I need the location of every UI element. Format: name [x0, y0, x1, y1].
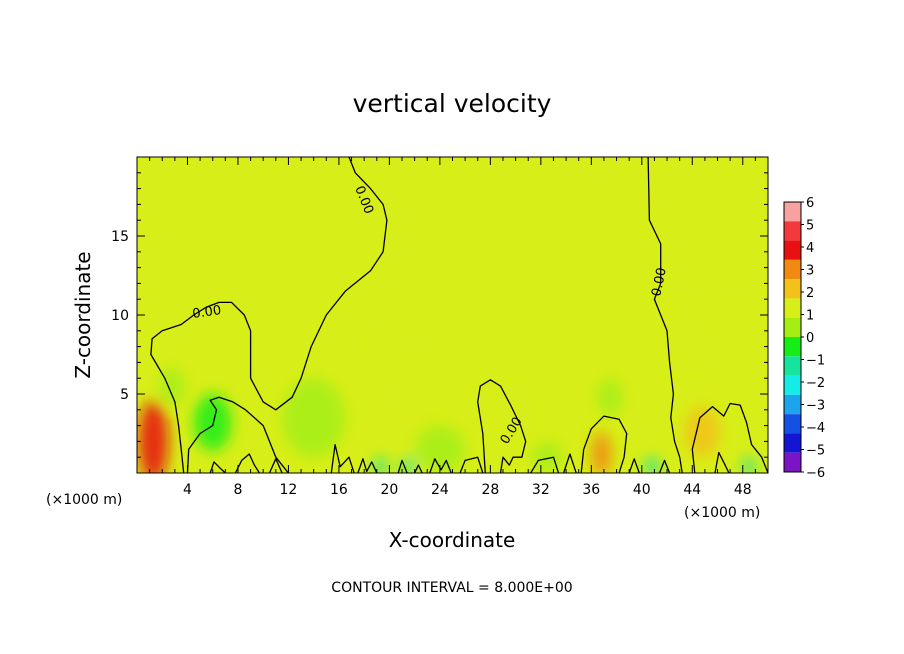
x-axis-label: X-coordinate — [389, 528, 516, 552]
colorbar-label: −2 — [806, 376, 825, 391]
contour-line — [357, 458, 378, 473]
contour-line — [580, 415, 628, 473]
colorbar-swatch — [784, 298, 801, 318]
contour-line — [414, 464, 423, 473]
colorbar-swatch — [784, 375, 801, 395]
colorbar-label: 0 — [806, 331, 814, 346]
colorbar-swatch — [784, 433, 801, 453]
colorbar-swatch — [784, 279, 801, 299]
contour-label: 0.00 — [191, 303, 222, 322]
x-tick-label: 32 — [532, 482, 550, 498]
y-tick-label: 10 — [111, 308, 129, 324]
plot-background — [137, 157, 768, 473]
colorbar-swatch — [784, 356, 801, 376]
contour-line — [397, 459, 408, 473]
colorbar-swatch — [784, 202, 801, 222]
colorbar-label: 1 — [806, 309, 814, 324]
velocity-cell — [684, 406, 721, 458]
contour-line — [150, 157, 388, 473]
velocity-cell — [704, 307, 768, 402]
x-tick-label: 20 — [380, 482, 398, 498]
contour-line — [330, 443, 355, 473]
x-tick-label: 28 — [481, 482, 499, 498]
velocity-cell — [282, 378, 346, 458]
x-unit-left: (×1000 m) — [46, 492, 122, 508]
contour-line — [691, 402, 768, 473]
x-tick-label: 12 — [280, 482, 298, 498]
contour-line — [477, 379, 527, 473]
x-tick-label: 48 — [734, 482, 752, 498]
contour-interval-note: CONTOUR INTERVAL = 8.000E+00 — [331, 580, 572, 596]
colorbar-label: −5 — [806, 444, 825, 459]
colorbar-swatch — [784, 452, 801, 472]
x-tick-label: 44 — [683, 482, 701, 498]
velocity-cell — [159, 367, 185, 406]
contour-line — [268, 458, 283, 473]
colorbar-label: −4 — [806, 421, 825, 436]
contour-lines — [150, 157, 768, 473]
y-tick-label: 5 — [120, 387, 129, 403]
colorbar-label: 6 — [806, 196, 814, 211]
velocity-cell — [374, 457, 387, 473]
x-tick-label: 8 — [233, 482, 242, 498]
colorbar-swatch — [784, 317, 801, 337]
colorbar: 6 5 4 3 2 1 0 −1 −2 −3 −4 −5 −6 — [783, 196, 825, 481]
plot-area: 0.00 0.00 0.00 0.00 4 8 12 16 20 24 28 32 36 40 44… — [111, 156, 769, 498]
x-tick-label: 16 — [330, 482, 348, 498]
velocity-cell — [644, 457, 660, 473]
contour-line — [647, 157, 683, 473]
contour-line — [429, 458, 452, 473]
contour-line — [628, 458, 640, 473]
contour-line — [459, 456, 484, 473]
colorbar-label: −1 — [806, 354, 825, 369]
velocity-cell — [414, 425, 466, 473]
colorbar-swatch — [784, 337, 801, 357]
colorbar-swatch — [784, 394, 801, 415]
velocity-cell — [591, 431, 612, 473]
x-tick-label: 40 — [633, 482, 651, 498]
velocity-cell — [597, 378, 623, 417]
colorbar-swatch — [784, 259, 801, 280]
contour-line — [658, 459, 671, 473]
velocity-cell — [667, 307, 705, 371]
velocity-cell — [193, 394, 232, 451]
x-tick-label: 24 — [431, 482, 449, 498]
colorbar-label: 4 — [806, 241, 814, 256]
colorbar-label: 3 — [806, 264, 814, 279]
x-tick-label: 36 — [582, 482, 600, 498]
x-tick-label: 4 — [183, 482, 192, 498]
colorbar-swatch — [784, 221, 801, 241]
colorbar-label: 2 — [806, 286, 814, 301]
contour-line — [209, 461, 226, 473]
contour-label: 0.00 — [649, 266, 670, 297]
colorbar-label: −6 — [806, 466, 825, 481]
colorbar-swatch — [784, 414, 801, 434]
y-axis-label: Z-coordinate — [71, 251, 95, 378]
colorbar-swatch — [784, 240, 801, 260]
velocity-cell — [532, 441, 563, 473]
velocity-cell — [742, 457, 756, 473]
colorbar-label: −3 — [806, 399, 825, 414]
contour-line — [234, 453, 260, 473]
velocity-cell — [364, 330, 466, 410]
contour-line — [562, 453, 577, 473]
contour-line — [530, 456, 560, 473]
velocity-field — [138, 307, 768, 473]
chart-title: vertical velocity — [353, 89, 552, 118]
velocity-cell — [138, 400, 169, 473]
colorbar-label: 5 — [806, 219, 814, 234]
y-tick-label: 15 — [111, 229, 129, 245]
x-unit-right: (×1000 m) — [684, 505, 760, 521]
contour-line — [186, 396, 289, 473]
contour-line — [714, 451, 730, 473]
